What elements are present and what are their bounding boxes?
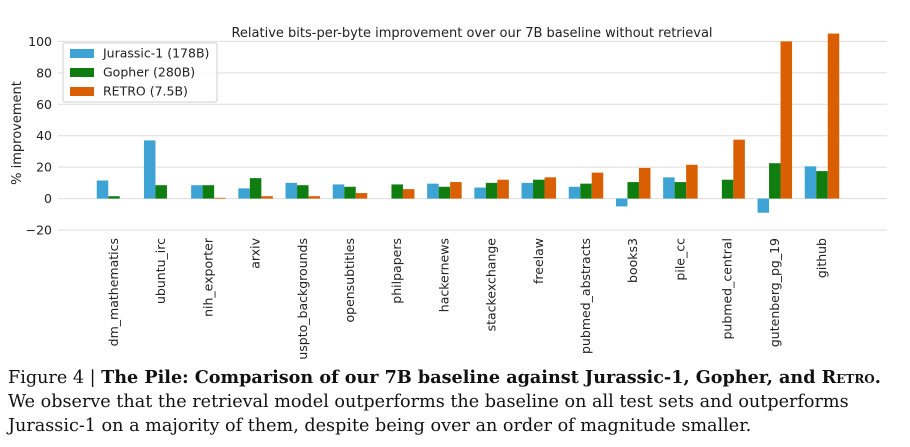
caption-prefix: Figure 4 | [8,368,102,388]
x-tick-label: opensubtitles [342,238,357,323]
bar [308,196,321,199]
bar [108,196,120,199]
caption-bold: The Pile: Comparison of our 7B baseline … [101,367,881,388]
x-tick-label: arxiv [248,237,263,268]
legend-swatch [70,68,94,77]
bar [214,197,226,199]
legend-swatch [70,87,94,96]
bar [191,185,203,199]
x-tick-label: pubmed_abstracts [578,238,593,354]
y-tick-label: 40 [36,128,52,143]
bar [249,178,262,199]
y-tick-label: 100 [28,34,52,49]
bar [733,139,745,199]
bar [757,198,770,213]
y-tick-label: 60 [36,97,52,112]
bar [769,163,781,199]
bar [591,172,604,199]
y-tick-labels: −20 0 20 40 60 80 100 [26,34,52,238]
x-tick-label: nih_exporter [200,237,215,317]
bar [627,182,639,199]
caption-text: We observe that the retrieval model outp… [8,392,849,436]
y-tick-label: 0 [44,191,52,206]
bar [402,189,415,199]
bars [96,33,840,213]
x-tick-label: stackexchange [484,238,499,332]
x-tick-label: pile_cc [672,238,687,281]
bar [450,182,462,199]
bar [427,183,439,199]
bar [544,177,557,199]
bar [238,188,250,199]
bar [521,182,534,199]
x-tick-label: hackernews [436,238,451,312]
legend-box [62,42,218,103]
figure-caption: Figure 4 | The Pile: Comparison of our 7… [8,366,904,438]
bar [261,196,273,199]
bar [355,193,368,199]
bar [332,184,345,199]
bar [686,164,698,199]
bar [780,41,793,199]
y-axis-label: % improvement [10,81,25,185]
bar-chart: Relative bits-per-byte improvement over … [10,26,887,360]
y-tick-label: −20 [26,223,52,238]
bar [533,179,545,199]
bar [615,198,628,207]
bar [580,183,592,199]
y-tick-label: 20 [36,160,52,175]
x-tick-label: pubmed_central [720,238,735,340]
bar [438,186,451,199]
x-tick-label: books3 [625,238,640,283]
bar [663,177,675,199]
bar [202,185,215,199]
bar [568,186,581,199]
x-tick-labels: dm_mathematics ubuntu_irc nih_exporter arxi… [106,237,829,359]
x-tick-label: gutenberg_pg_19 [767,238,782,347]
legend-swatch [70,49,94,58]
x-tick-label: ubuntu_irc [153,238,168,304]
bar [344,186,356,199]
legend-label: Gopher (280B) [103,65,195,80]
legend-label: Jurassic-1 (178B) [102,46,209,61]
bar [497,179,509,199]
caption-retro: Retro [821,367,875,388]
legend-label: RETRO (7.5B) [103,84,188,99]
bar [96,180,109,199]
chart-title: Relative bits-per-byte improvement over … [231,26,712,41]
x-tick-label: philpapers [389,238,404,304]
legend: Jurassic-1 (178B) Gopher (280B) RETRO (7.5… [62,42,218,103]
y-tick-label: 80 [36,65,52,80]
bar [474,187,486,199]
bar [143,140,156,199]
bar [297,185,309,199]
bar [285,182,298,199]
x-tick-label: dm_mathematics [106,238,121,346]
bar [155,185,167,199]
bar [485,182,498,199]
bar [638,167,651,199]
bar [721,179,734,199]
bar [827,33,840,199]
x-tick-label: uspto_backgrounds [295,238,310,360]
bar [804,166,817,199]
bar [674,182,687,199]
bar [391,184,403,199]
x-tick-label: github [814,238,829,278]
bar [816,171,828,199]
x-tick-label: freelaw [531,238,546,284]
